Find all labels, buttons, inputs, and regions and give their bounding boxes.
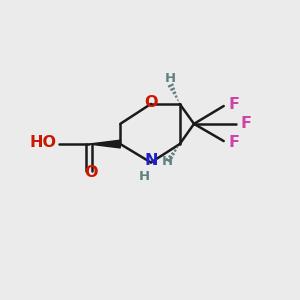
Polygon shape [89,140,120,148]
Text: N: N [144,154,158,169]
Text: F: F [241,116,252,131]
Text: O: O [84,165,97,180]
Text: H: H [161,155,172,168]
Text: F: F [228,135,239,150]
Text: HO: HO [30,135,57,150]
Text: H: H [139,170,150,183]
Text: O: O [144,95,158,110]
Text: H: H [165,72,176,85]
Text: F: F [228,97,239,112]
